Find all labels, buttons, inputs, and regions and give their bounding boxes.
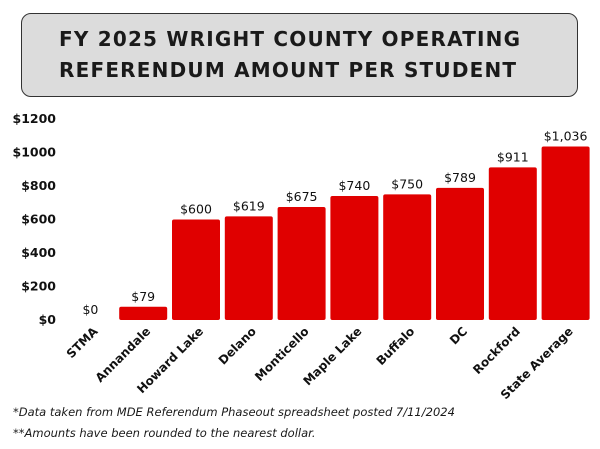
bars bbox=[119, 146, 590, 320]
x-tick-label: Buffalo bbox=[374, 324, 418, 368]
y-tick-label: $800 bbox=[21, 178, 56, 193]
data-label: $740 bbox=[338, 178, 370, 193]
data-label: $750 bbox=[391, 176, 423, 191]
footnote-source: *Data taken from MDE Referendum Phaseout… bbox=[13, 405, 455, 419]
y-tick-label: $200 bbox=[21, 279, 56, 294]
data-label: $675 bbox=[286, 189, 318, 204]
data-label: $789 bbox=[444, 170, 476, 185]
bar-howard-lake bbox=[172, 219, 220, 320]
x-tick-label: Rockford bbox=[470, 324, 523, 377]
data-label: $0 bbox=[82, 302, 98, 317]
bar-dc bbox=[436, 187, 484, 320]
y-tick-label: $1200 bbox=[13, 111, 57, 126]
y-tick-label: $600 bbox=[21, 212, 56, 227]
bar-state-average bbox=[541, 146, 590, 320]
data-labels: $0 $79 $600 $619 $675 $740 $750 $789 $911 $1,036 bbox=[82, 128, 587, 317]
data-label: $79 bbox=[131, 289, 155, 304]
bar-maple-lake bbox=[330, 196, 379, 320]
bar-monticello bbox=[277, 206, 326, 320]
y-tick-label: $1000 bbox=[13, 145, 57, 160]
data-label: $619 bbox=[233, 198, 265, 213]
footnote-rounding: **Amounts have been rounded to the neare… bbox=[13, 426, 316, 440]
data-label: $600 bbox=[180, 202, 212, 217]
x-tick-label: DC bbox=[447, 324, 470, 347]
chart-title-line-2: REFERENDUM AMOUNT PER STUDENT bbox=[59, 58, 518, 82]
data-label: $1,036 bbox=[544, 128, 588, 143]
data-label: $911 bbox=[497, 149, 529, 164]
x-tick-label: STMA bbox=[64, 324, 101, 361]
chart-title-line-1: FY 2025 WRIGHT COUNTY OPERATING bbox=[59, 27, 522, 51]
y-tick-label: $400 bbox=[21, 245, 56, 260]
x-tick-label: Delano bbox=[216, 324, 259, 367]
bar-delano bbox=[224, 216, 273, 320]
title-box: FY 2025 WRIGHT COUNTY OPERATING REFEREND… bbox=[21, 13, 578, 97]
bar-rockford bbox=[488, 167, 537, 320]
y-tick-label: $0 bbox=[39, 312, 57, 327]
bar-annandale bbox=[119, 306, 168, 320]
bar-buffalo bbox=[383, 194, 432, 320]
y-axis: $0 $200 $400 $600 $800 $1000 $1200 bbox=[13, 111, 57, 327]
